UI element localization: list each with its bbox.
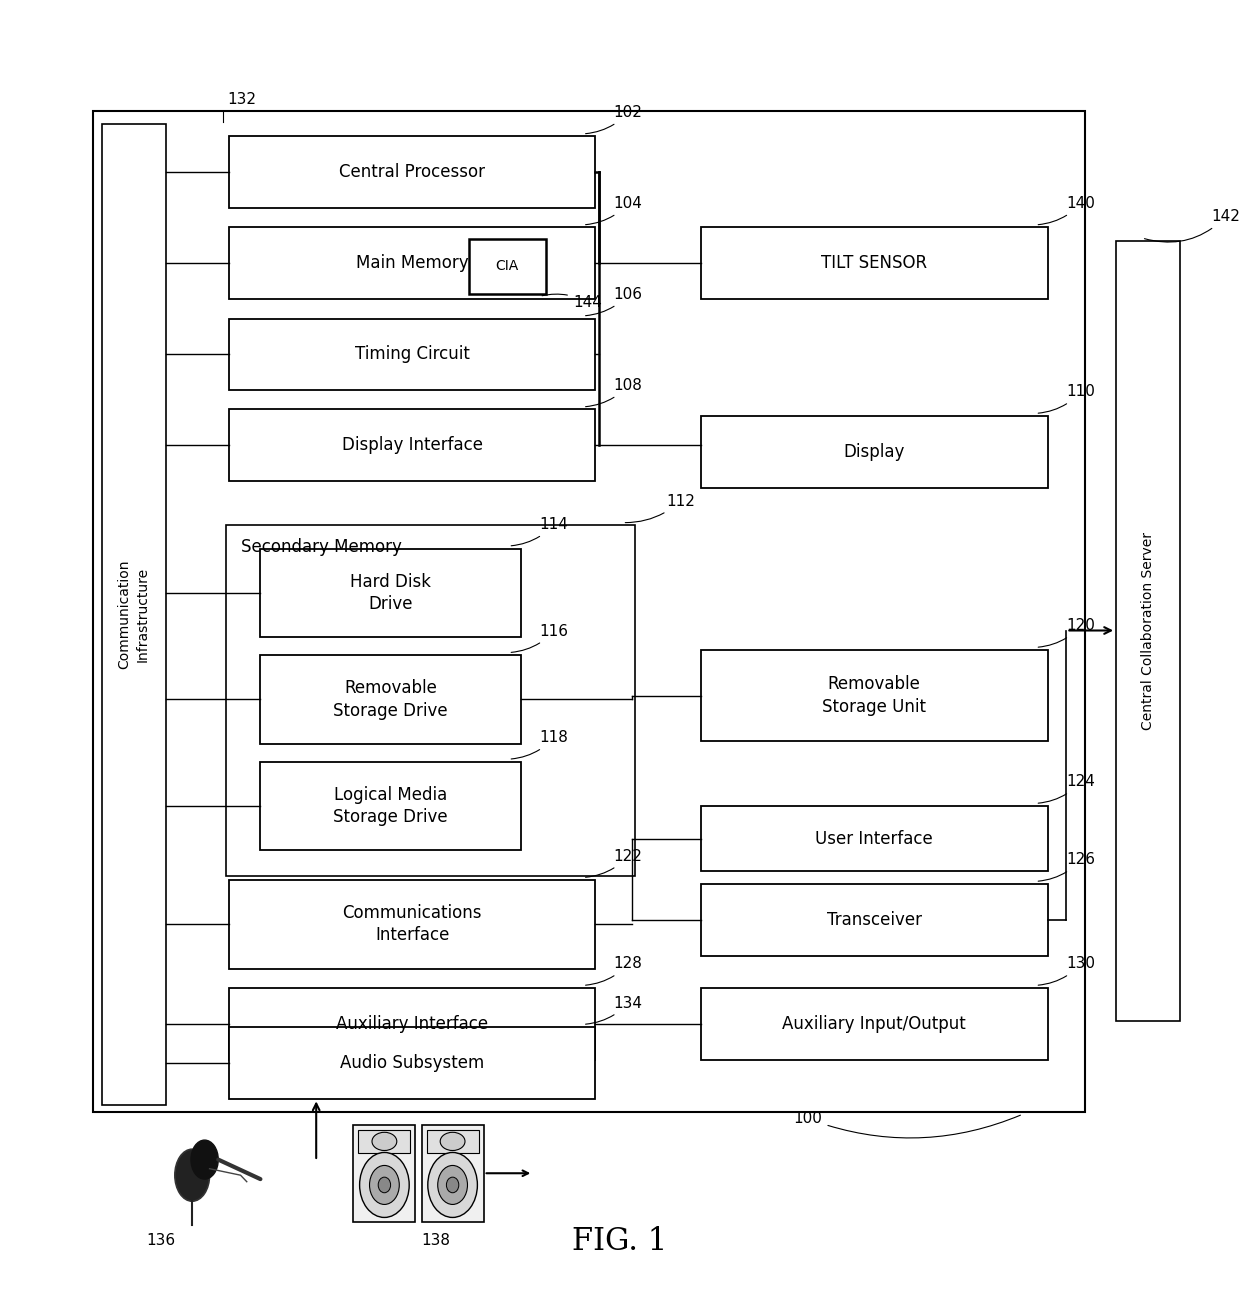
Text: Removable
Storage Drive: Removable Storage Drive (334, 680, 448, 719)
Text: Display Interface: Display Interface (342, 437, 482, 454)
Ellipse shape (370, 1165, 399, 1204)
Bar (102, 124, 166, 1105)
Bar (701, 806, 1048, 871)
Text: TILT SENSOR: TILT SENSOR (821, 255, 928, 272)
Text: 128: 128 (585, 957, 642, 985)
Text: Auxiliary Interface: Auxiliary Interface (336, 1015, 489, 1032)
Text: 106: 106 (585, 287, 642, 316)
Text: 140: 140 (1038, 196, 1095, 225)
Text: 136: 136 (146, 1232, 175, 1248)
Text: Secondary Memory: Secondary Memory (241, 538, 402, 556)
Bar (226, 525, 635, 876)
Text: 142: 142 (1145, 209, 1240, 242)
Text: User Interface: User Interface (816, 829, 932, 848)
Text: 114: 114 (511, 517, 568, 546)
Ellipse shape (191, 1140, 218, 1179)
Bar (1116, 240, 1180, 1021)
Text: Timing Circuit: Timing Circuit (355, 346, 470, 363)
Text: 104: 104 (585, 196, 642, 225)
Text: Removable
Storage Unit: Removable Storage Unit (822, 676, 926, 715)
Ellipse shape (428, 1152, 477, 1217)
Bar (229, 1027, 595, 1098)
Text: 112: 112 (625, 494, 694, 523)
Bar (229, 318, 595, 390)
Ellipse shape (175, 1149, 210, 1201)
Text: 118: 118 (511, 731, 568, 759)
Bar (422, 1124, 484, 1222)
Ellipse shape (378, 1178, 391, 1193)
Text: 100: 100 (794, 1112, 1021, 1138)
Text: Communications
Interface: Communications Interface (342, 905, 482, 944)
Bar (260, 655, 521, 744)
Text: Logical Media
Storage Drive: Logical Media Storage Drive (334, 786, 448, 826)
Ellipse shape (360, 1152, 409, 1217)
Bar (701, 988, 1048, 1060)
Text: Audio Subsystem: Audio Subsystem (340, 1054, 485, 1071)
Bar (701, 416, 1048, 488)
Bar (229, 136, 595, 208)
Text: 116: 116 (511, 624, 568, 653)
Bar (701, 884, 1048, 956)
Text: 110: 110 (1038, 385, 1095, 413)
Text: Hard Disk
Drive: Hard Disk Drive (350, 573, 432, 612)
Text: 138: 138 (422, 1232, 450, 1248)
Text: Central Processor: Central Processor (340, 164, 485, 181)
Bar (93, 111, 1085, 1112)
Bar (229, 880, 595, 968)
Bar (229, 227, 595, 299)
Bar (260, 762, 521, 850)
Text: 134: 134 (585, 996, 642, 1024)
Bar (701, 650, 1048, 741)
Text: 132: 132 (227, 91, 255, 107)
Text: Main Memory: Main Memory (356, 255, 469, 272)
Bar (358, 1130, 410, 1153)
Bar (229, 410, 595, 481)
Text: Display: Display (843, 443, 905, 460)
Bar (229, 988, 595, 1060)
Ellipse shape (446, 1178, 459, 1193)
Text: Auxiliary Input/Output: Auxiliary Input/Output (782, 1015, 966, 1032)
Text: Central Collaboration Server: Central Collaboration Server (1141, 532, 1156, 729)
Text: 102: 102 (585, 105, 642, 134)
Text: 130: 130 (1038, 957, 1095, 985)
Bar (469, 239, 546, 294)
Ellipse shape (438, 1165, 467, 1204)
Text: CIA: CIA (496, 260, 518, 273)
Bar (353, 1124, 415, 1222)
Text: Communication
Infrastructure: Communication Infrastructure (118, 559, 150, 670)
Text: FIG. 1: FIG. 1 (573, 1226, 667, 1257)
Ellipse shape (440, 1132, 465, 1150)
Text: 124: 124 (1038, 775, 1095, 803)
Text: 126: 126 (1038, 853, 1095, 881)
Text: 122: 122 (585, 849, 642, 878)
Bar (427, 1130, 479, 1153)
Text: 144: 144 (542, 294, 601, 309)
Ellipse shape (372, 1132, 397, 1150)
Text: 108: 108 (585, 378, 642, 407)
Text: Transceiver: Transceiver (827, 911, 921, 928)
Text: 120: 120 (1038, 619, 1095, 647)
Bar (701, 227, 1048, 299)
Bar (260, 549, 521, 637)
